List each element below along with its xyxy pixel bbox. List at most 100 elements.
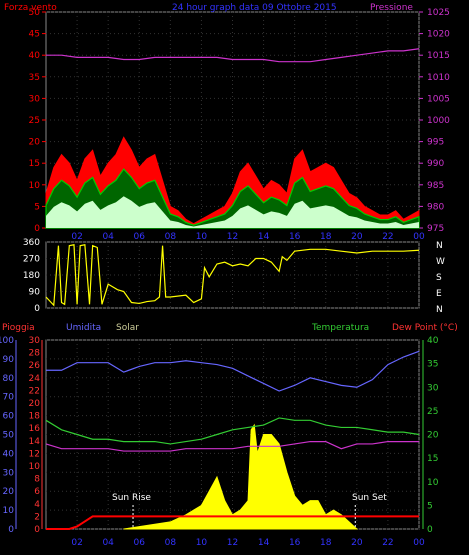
wind-tick-label: 20 xyxy=(29,138,41,148)
direction-tick-labels: 0 90 180 270 360 xyxy=(23,238,40,314)
direction-tick-label: 270 xyxy=(23,255,40,265)
rain-tick-label: 2 xyxy=(34,512,40,522)
x-tick-label: 00 xyxy=(413,232,425,242)
humidity-tick-labels: 0 10 20 30 40 50 60 70 80 90 100 xyxy=(0,336,14,535)
x-tick-label: 06 xyxy=(134,538,146,548)
rain-tick-label: 10 xyxy=(29,462,41,472)
dewpoint-line xyxy=(45,440,419,452)
x-tick-label: 10 xyxy=(196,538,208,548)
x-tick-label: 22 xyxy=(382,538,393,548)
wind-tick-label: 35 xyxy=(29,73,40,83)
pressure-tick-label: 1010 xyxy=(427,73,450,83)
direction-line xyxy=(45,244,420,307)
temperature-tick-labels: 0 5 10 15 20 25 30 35 40 xyxy=(427,336,439,535)
humidity-tick-label: 100 xyxy=(0,336,14,346)
sunrise-label: Sun Rise xyxy=(112,493,151,503)
chart-title: 24 hour graph data 09 Ottobre 2015 xyxy=(172,3,337,13)
humidity-tick-label: 90 xyxy=(3,355,15,365)
wind-tick-label: 30 xyxy=(29,94,41,104)
x-tick-label: 04 xyxy=(102,232,114,242)
direction-series xyxy=(45,244,420,307)
pressure-axis-label: Pressione xyxy=(370,3,413,13)
pressure-tick-label: 990 xyxy=(427,159,444,169)
rain-tick-label: 12 xyxy=(29,449,40,459)
pressure-tick-label: 985 xyxy=(427,181,444,191)
humidity-tick-label: 30 xyxy=(3,468,15,478)
compass-label: N xyxy=(436,305,443,315)
rain-tick-label: 20 xyxy=(29,399,41,409)
humidity-tick-label: 70 xyxy=(3,393,15,403)
wind-x-tick-labels: 02 04 06 08 10 12 14 16 18 20 22 00 xyxy=(71,232,425,242)
wind-low-area xyxy=(46,196,419,228)
humidity-tick-label: 10 xyxy=(3,506,15,516)
compass-label: E xyxy=(436,289,442,299)
wind-tick-label: 40 xyxy=(29,51,41,61)
rain-tick-label: 18 xyxy=(29,412,41,422)
compass-label: S xyxy=(436,273,442,283)
pressure-tick-labels: 975 980 985 990 995 1000 1005 1010 1015 1020 1025 xyxy=(419,8,450,234)
direction-tick-label: 360 xyxy=(23,238,40,248)
rain-tick-label: 22 xyxy=(29,386,40,396)
rain-axis-label: Pioggia xyxy=(2,323,35,333)
x-tick-label: 16 xyxy=(289,232,301,242)
dewpoint-axis-label: Dew Point (°C) xyxy=(392,323,458,333)
wind-tick-labels: 0 5 10 15 20 25 30 35 40 45 50 xyxy=(29,8,46,234)
temperature-line xyxy=(45,417,420,445)
temperature-tick-label: 0 xyxy=(427,525,433,535)
temperature-tick-label: 40 xyxy=(427,336,439,346)
compass-label: N xyxy=(436,241,443,251)
pressure-tick-label: 975 xyxy=(427,224,444,234)
temperature-tick-label: 30 xyxy=(427,383,439,393)
x-tick-label: 12 xyxy=(227,538,238,548)
wind-tick-label: 45 xyxy=(29,30,40,40)
rain-tick-label: 0 xyxy=(34,525,40,535)
temperature-tick-label: 15 xyxy=(427,454,438,464)
rain-tick-label: 28 xyxy=(29,349,41,359)
temperature-tick-label: 10 xyxy=(427,478,439,488)
x-tick-label: 04 xyxy=(102,538,114,548)
climate-x-tick-labels: 02 04 06 08 10 12 14 16 18 20 22 00 xyxy=(71,538,425,548)
x-tick-label: 22 xyxy=(382,232,393,242)
rain-tick-label: 6 xyxy=(34,487,40,497)
rain-tick-label: 14 xyxy=(29,437,41,447)
humidity-tick-label: 80 xyxy=(3,374,15,384)
pressure-tick-label: 980 xyxy=(427,202,444,212)
rain-tick-label: 26 xyxy=(29,361,41,371)
humidity-tick-label: 50 xyxy=(3,431,15,441)
wind-tick-label: 10 xyxy=(29,181,41,191)
x-tick-label: 02 xyxy=(71,538,82,548)
x-tick-label: 10 xyxy=(196,232,208,242)
pressure-tick-label: 1000 xyxy=(427,116,450,126)
x-tick-label: 16 xyxy=(289,538,301,548)
solar-axis-label: Solar xyxy=(116,323,139,333)
wind-tick-label: 25 xyxy=(29,116,40,126)
wind-tick-label: 5 xyxy=(34,202,40,212)
climate-plot-frame xyxy=(45,339,420,530)
pressure-tick-label: 1025 xyxy=(427,8,450,18)
pressure-tick-label: 995 xyxy=(427,138,444,148)
direction-tick-label: 90 xyxy=(29,288,41,298)
pressure-line xyxy=(46,48,420,63)
wind-tick-label: 50 xyxy=(29,8,41,18)
compass-label: W xyxy=(436,257,445,267)
rain-tick-label: 8 xyxy=(34,475,40,485)
wind-axis-label: Forza vento xyxy=(4,3,57,13)
pressure-tick-label: 1015 xyxy=(427,51,450,61)
direction-tick-label: 180 xyxy=(23,271,40,281)
pressure-tick-label: 1005 xyxy=(427,94,450,104)
wind-tick-label: 15 xyxy=(29,159,40,169)
temperature-axis-label: Temperatura xyxy=(311,323,369,333)
direction-gridlines xyxy=(46,241,420,309)
temperature-tick-label: 5 xyxy=(427,501,433,511)
x-tick-label: 18 xyxy=(320,538,332,548)
humidity-tick-label: 60 xyxy=(3,412,15,422)
wind-pressure-series xyxy=(45,48,420,229)
temperature-tick-label: 20 xyxy=(427,431,439,441)
direction-tick-label: 0 xyxy=(34,304,40,314)
x-tick-label: 18 xyxy=(320,232,332,242)
temperature-tick-label: 25 xyxy=(427,407,438,417)
x-tick-label: 00 xyxy=(413,538,425,548)
temperature-tick-label: 35 xyxy=(427,360,438,370)
humidity-tick-label: 0 xyxy=(8,525,14,535)
